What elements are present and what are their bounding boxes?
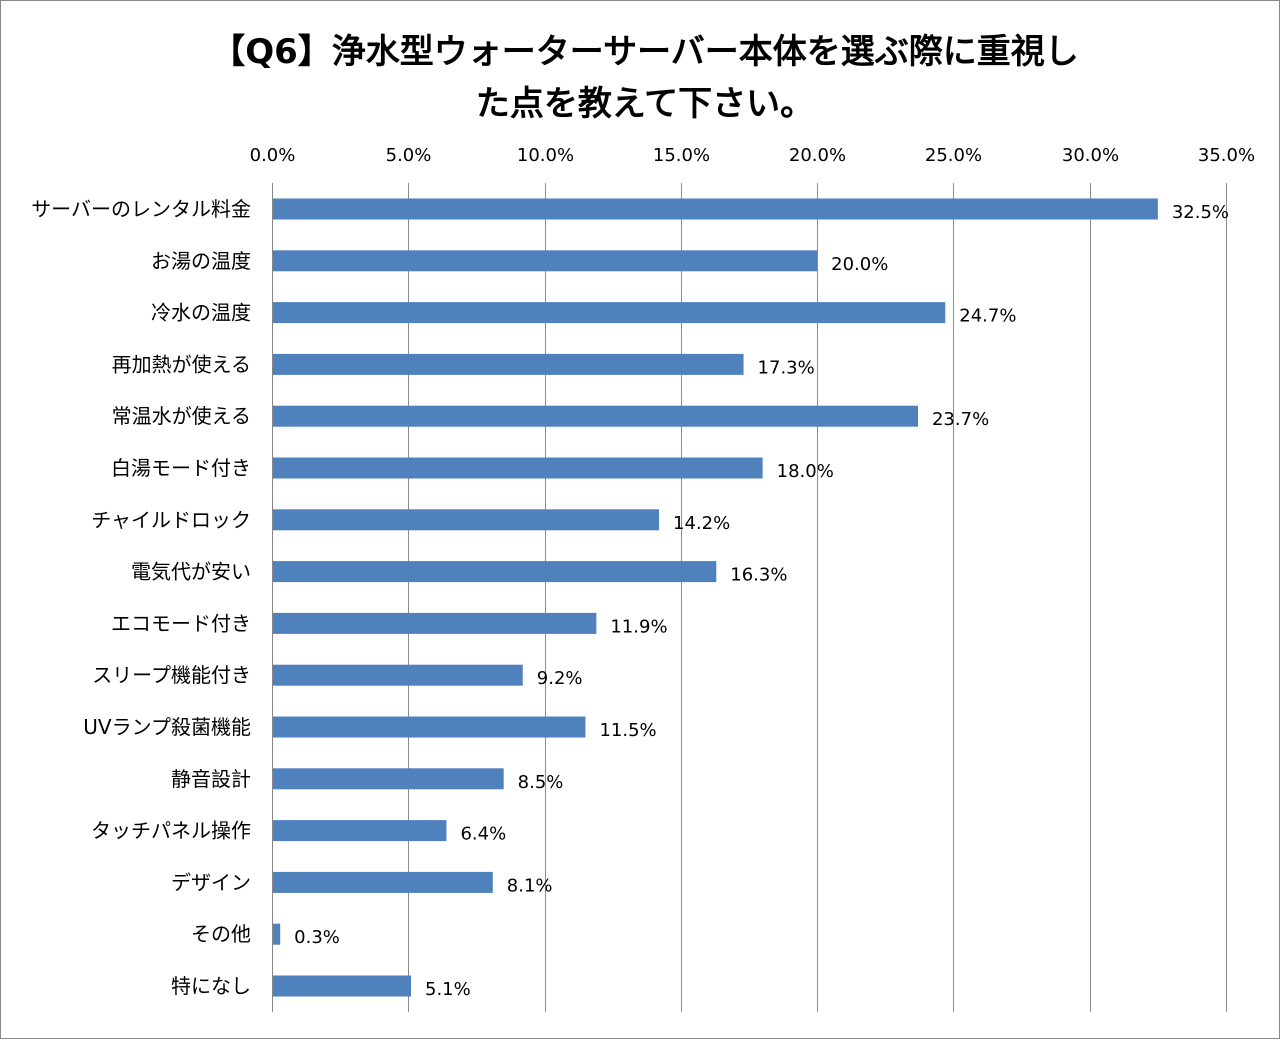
data-label: 5.1% [425, 979, 471, 1000]
bar [273, 768, 504, 790]
category-label: お湯の温度 [151, 249, 251, 273]
bar [273, 353, 744, 375]
category-label: その他 [191, 922, 251, 946]
category-label: エコモード付き [111, 611, 251, 635]
bar [273, 561, 717, 583]
bar [273, 820, 447, 842]
bar [273, 612, 597, 634]
data-label: 8.1% [507, 875, 553, 896]
bar [273, 975, 412, 997]
data-label: 9.2% [537, 668, 583, 689]
category-label: 冷水の温度 [151, 301, 251, 325]
category-label: 常温水が使える [112, 404, 251, 428]
x-tick-label: 10.0% [517, 145, 574, 166]
category-label: 静音設計 [171, 767, 251, 791]
category-label: デザイン [171, 870, 251, 894]
x-tick-label: 5.0% [386, 145, 432, 166]
category-label: UVランプ殺菌機能 [83, 715, 251, 739]
x-tick-label: 20.0% [789, 145, 846, 166]
category-label: 再加熱が使える [112, 352, 251, 376]
data-label: 11.5% [599, 720, 656, 741]
bar [273, 664, 523, 686]
bar [273, 457, 763, 479]
data-label: 20.0% [831, 254, 888, 275]
category-label: サーバーのレンタル料金 [31, 197, 251, 221]
bar [273, 302, 946, 324]
category-label: タッチパネル操作 [91, 819, 251, 843]
x-tick-label: 0.0% [250, 145, 296, 166]
data-label: 23.7% [932, 409, 989, 430]
chart-title-line-1: 【Q6】浄水型ウォーターサーバー本体を選ぶ際に重視し [211, 32, 1079, 72]
category-label: 電気代が安い [131, 560, 251, 584]
data-label: 8.5% [518, 772, 564, 793]
data-label: 14.2% [673, 513, 730, 534]
bar [273, 250, 818, 272]
data-label: 24.7% [959, 306, 1016, 327]
data-label: 18.0% [777, 461, 834, 482]
data-label: 16.3% [730, 565, 787, 586]
x-tick-label: 25.0% [925, 145, 982, 166]
bar [273, 198, 1158, 220]
data-label: 32.5% [1172, 202, 1229, 223]
x-tick-label: 15.0% [653, 145, 710, 166]
x-tick-label: 30.0% [1062, 145, 1119, 166]
data-label: 6.4% [460, 824, 506, 845]
data-label: 17.3% [758, 357, 815, 378]
bar [273, 923, 281, 945]
category-label: 特になし [171, 974, 251, 998]
data-label: 11.9% [610, 616, 667, 637]
bar [273, 871, 493, 893]
category-label: スリープ機能付き [92, 663, 251, 687]
chart-title-line-2: た点を教えて下さい。 [475, 84, 815, 124]
category-label: 白湯モード付き [111, 456, 251, 480]
data-label: 0.3% [294, 927, 340, 948]
bar [273, 509, 660, 531]
category-label: チャイルドロック [91, 508, 251, 532]
x-tick-label: 35.0% [1198, 145, 1255, 166]
bar [273, 405, 918, 427]
bar [273, 716, 586, 738]
